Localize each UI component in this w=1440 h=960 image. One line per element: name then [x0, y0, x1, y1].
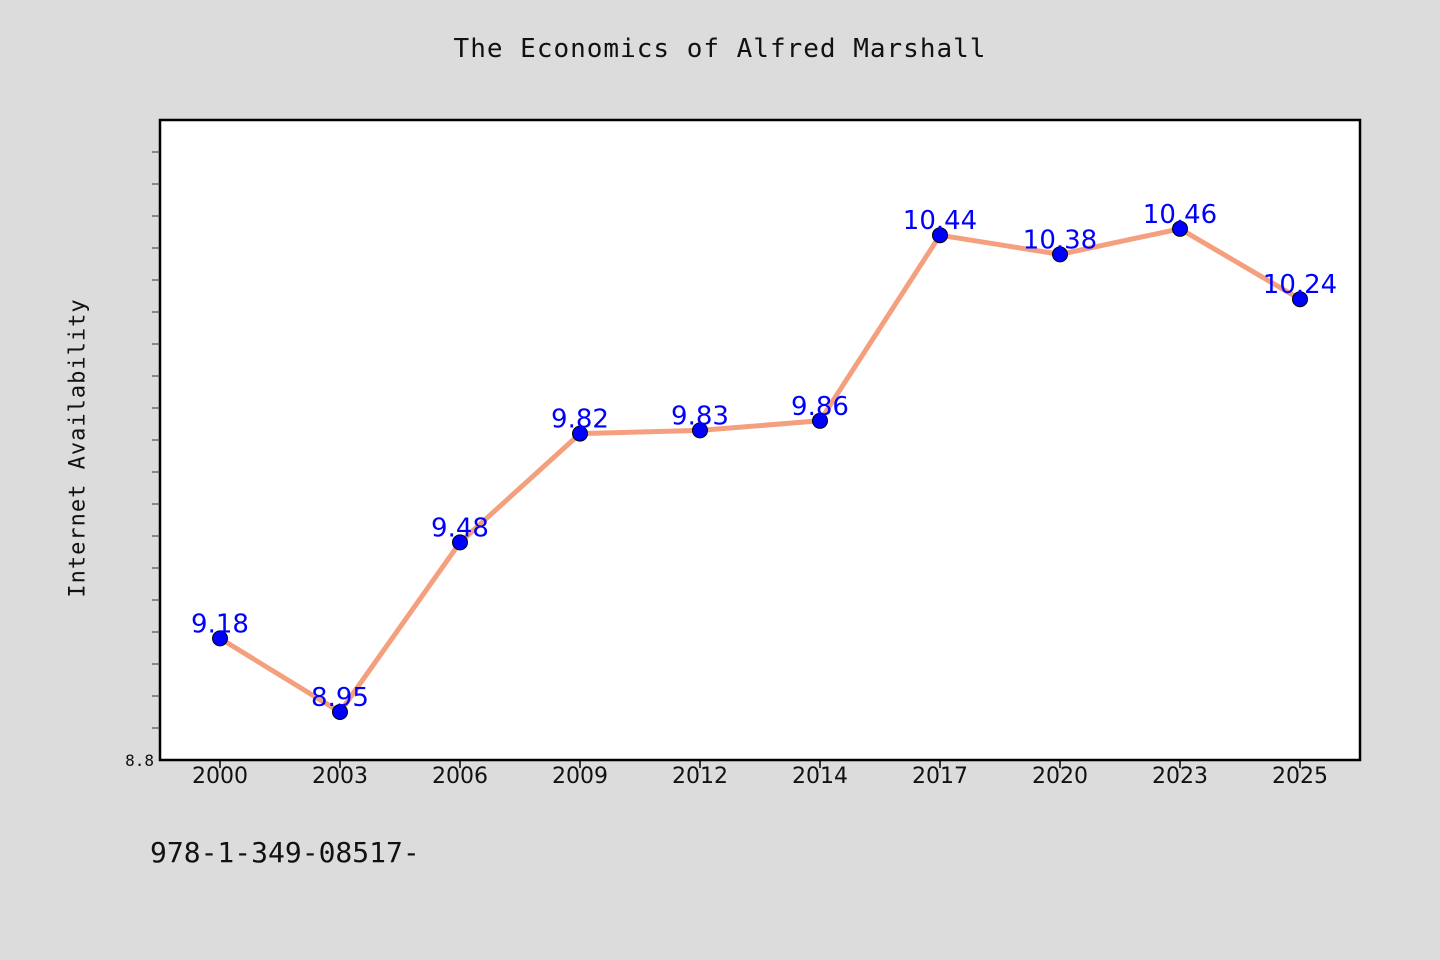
isbn-caption: 978-1-349-08517- [150, 836, 420, 869]
data-point-2006 [452, 534, 468, 551]
data-point-2012 [692, 422, 708, 439]
x-tick-label-2014: 2014 [792, 764, 848, 789]
data-point-2003 [332, 704, 348, 720]
data-point-2009 [572, 425, 588, 442]
x-tick-label-2000: 2000 [192, 764, 248, 789]
x-tick-label-2009: 2009 [552, 764, 608, 789]
data-point-2000 [212, 630, 228, 647]
x-tick-label-2017: 2017 [912, 764, 968, 789]
data-point-2017 [932, 227, 948, 244]
data-label-2006: 9.48 [431, 513, 489, 543]
data-label-2025: 10.24 [1263, 270, 1337, 300]
data-label-2023: 10.46 [1143, 200, 1217, 230]
data-point-2020 [1052, 246, 1068, 263]
data-label-2017: 10.44 [903, 206, 977, 236]
plot-area [158, 118, 1362, 762]
x-tick-label-2020: 2020 [1032, 764, 1088, 789]
data-label-2000: 9.18 [191, 609, 249, 639]
x-tick-label-2006: 2006 [432, 764, 488, 789]
data-label-2012: 9.83 [671, 401, 729, 431]
data-label-2020: 10.38 [1023, 225, 1097, 255]
chart-title: The Economics of Alfred Marshall [453, 34, 987, 64]
x-tick-label-2003: 2003 [312, 764, 368, 789]
x-tick-label-2025: 2025 [1272, 764, 1328, 789]
data-point-2023 [1172, 220, 1188, 237]
x-tick-label-2023: 2023 [1152, 764, 1208, 789]
y-tick-label: 8.8 [125, 751, 154, 770]
series-line [217, 226, 1303, 715]
x-tick-label-2012: 2012 [672, 764, 728, 789]
data-label-2014: 9.86 [791, 392, 849, 422]
data-point-2025 [1292, 291, 1308, 308]
data-label-2009: 9.82 [551, 405, 609, 435]
data-point-2014 [812, 412, 828, 429]
data-label-2003: 8.95 [311, 683, 369, 713]
